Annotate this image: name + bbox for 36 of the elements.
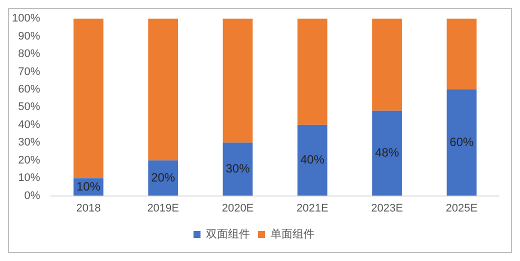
data-label: 20% xyxy=(151,170,176,184)
bar xyxy=(446,18,477,90)
data-label: 30% xyxy=(226,162,250,176)
bar xyxy=(222,18,253,143)
y-tick-label: 60% xyxy=(18,84,40,96)
bar xyxy=(222,142,253,196)
bar xyxy=(148,18,178,160)
legend-label: 双面组件 xyxy=(206,227,250,240)
y-tick-label: 30% xyxy=(18,136,40,149)
data-label: 48% xyxy=(375,146,400,160)
data-label: 10% xyxy=(76,179,101,194)
bar xyxy=(446,89,477,196)
bar xyxy=(372,18,402,111)
y-tick-label: 100% xyxy=(12,12,40,25)
x-tick-label: 2019E xyxy=(147,202,180,214)
y-tick-label: 20% xyxy=(18,154,40,166)
bar xyxy=(148,160,178,196)
y-tick-label: 90% xyxy=(18,30,40,42)
x-tick-label: 2025E xyxy=(446,202,478,214)
y-tick-label: 50% xyxy=(18,101,40,114)
x-tick-label: 2023E xyxy=(371,202,403,214)
y-tick-label: 0% xyxy=(24,190,40,202)
legend-label: 单面组件 xyxy=(270,227,314,240)
y-tick-label: 40% xyxy=(18,118,40,131)
bar xyxy=(372,110,402,196)
bar xyxy=(297,124,328,196)
bar xyxy=(74,18,104,178)
x-tick-label: 2018 xyxy=(76,202,101,214)
data-label: 40% xyxy=(300,152,325,167)
y-tick-label: 80% xyxy=(18,48,40,60)
bar xyxy=(297,18,328,125)
y-tick-label: 70% xyxy=(18,66,40,78)
x-tick-label: 2021E xyxy=(296,202,328,214)
y-tick-label: 10% xyxy=(18,172,40,184)
x-tick-label: 2020E xyxy=(222,202,254,214)
data-label: 60% xyxy=(450,134,474,149)
